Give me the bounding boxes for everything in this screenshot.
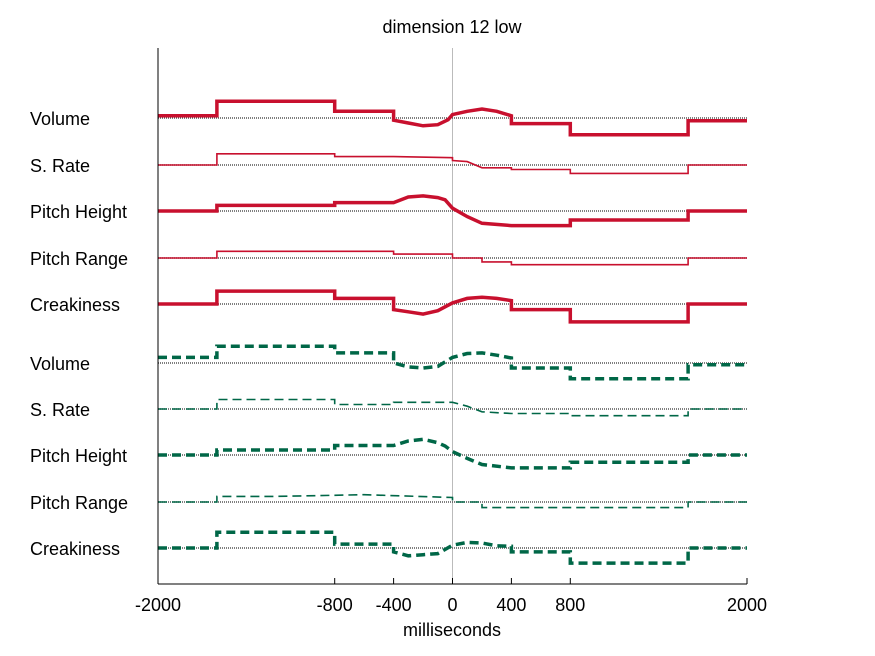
row-label-pitch-range: Pitch Range bbox=[30, 249, 128, 269]
x-tick-label: -800 bbox=[317, 595, 353, 615]
x-axis-ticks: -2000 -800 -400 0 400 800 2000 bbox=[135, 578, 767, 615]
series-line-red-s-rate bbox=[158, 153, 747, 175]
x-axis-label: milliseconds bbox=[403, 620, 501, 640]
chart-title: dimension 12 low bbox=[382, 17, 522, 37]
x-tick-label: 800 bbox=[555, 595, 585, 615]
row-label-pitch-range: Pitch Range bbox=[30, 493, 128, 513]
row-label-pitch-height: Pitch Height bbox=[30, 446, 127, 466]
row-label-volume: Volume bbox=[30, 354, 90, 374]
plot-area bbox=[157, 48, 747, 585]
row-label-creakiness: Creakiness bbox=[30, 539, 120, 559]
row-label-s-rate: S. Rate bbox=[30, 400, 90, 420]
x-tick-label: 400 bbox=[496, 595, 526, 615]
series-line-red-pitch-range bbox=[158, 250, 747, 266]
series-group bbox=[158, 99, 747, 565]
series-line-green-creakiness bbox=[158, 530, 747, 565]
series-line-green-s-rate bbox=[158, 398, 747, 417]
row-label-volume: Volume bbox=[30, 109, 90, 129]
x-tick-label: -400 bbox=[376, 595, 412, 615]
row-label-creakiness: Creakiness bbox=[30, 295, 120, 315]
series-line-green-volume bbox=[158, 344, 747, 381]
series-line-red-creakiness bbox=[158, 289, 747, 324]
row-labels: Volume S. Rate Pitch Height Pitch Range Crea… bbox=[30, 109, 128, 559]
series-line-red-volume bbox=[158, 99, 747, 137]
x-tick-label: -2000 bbox=[135, 595, 181, 615]
series-line-red-pitch-height bbox=[158, 194, 747, 228]
series-line-green-pitch-height bbox=[158, 437, 747, 470]
row-label-pitch-height: Pitch Height bbox=[30, 202, 127, 222]
series-line-green-pitch-range bbox=[158, 493, 747, 509]
x-tick-label: 2000 bbox=[727, 595, 767, 615]
x-tick-label: 0 bbox=[447, 595, 457, 615]
row-label-s-rate: S. Rate bbox=[30, 156, 90, 176]
